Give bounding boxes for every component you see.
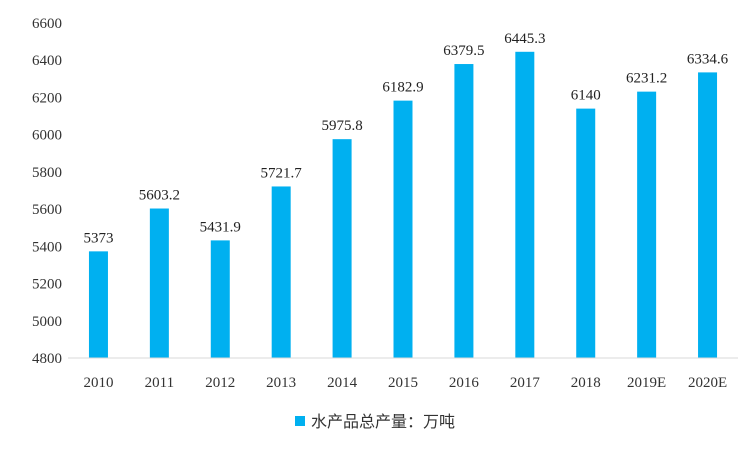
x-tick-label: 2016 [449,375,480,391]
data-label: 6140 [571,88,601,104]
bar-2019E [637,91,657,358]
x-tick-label: 2020E [688,375,727,391]
bar-2012 [210,240,230,358]
x-tick-label: 2014 [327,375,358,391]
x-tick-label: 2018 [571,375,601,391]
bar-2018 [576,108,596,358]
data-label: 6445.3 [504,31,545,47]
data-label: 5975.8 [321,118,362,134]
x-tick-label: 2019E [627,375,666,391]
bar-2014 [332,139,352,358]
bar-2013 [271,186,291,358]
y-tick-label: 5000 [32,314,62,330]
y-tick-label: 5400 [32,239,62,255]
legend-label: 水产品总产量：万吨 [310,412,455,431]
y-tick-label: 5200 [32,277,62,293]
y-tick-label: 6600 [32,16,62,32]
y-tick-label: 6400 [32,53,62,69]
bar-2010 [88,251,108,358]
y-tick-label: 6200 [32,90,62,106]
y-tick-label: 5600 [32,202,62,218]
x-tick-label: 2011 [145,375,174,391]
bar-2020E [698,72,718,358]
x-tick-label: 2017 [510,375,541,391]
bar-2015 [393,100,413,358]
x-tick-label: 2010 [83,375,113,391]
legend-swatch [294,415,305,426]
bar-2016 [454,64,474,358]
bars-group [88,51,718,359]
y-tick-label: 4800 [32,351,62,367]
x-axis: 2010 2011 2012 2013 2014 2015 2016 2017 2018 2019… [68,357,738,391]
data-label: 5721.7 [261,165,303,181]
y-axis: 4800 5000 5200 5400 5600 5800 6000 6200 6400 6600 [32,16,62,367]
y-tick-label: 5800 [32,165,62,181]
y-tick-label: 6000 [32,128,62,144]
data-label: 5373 [83,230,113,246]
data-label: 5603.2 [139,188,180,204]
bar-chart: 4800 5000 5200 5400 5600 5800 6000 6200 6400 6600… [32,16,738,391]
data-label: 6379.5 [443,43,484,59]
bar-2011 [149,208,169,358]
data-label: 6334.6 [687,51,729,67]
data-label: 6182.9 [382,80,423,96]
x-tick-label: 2012 [205,375,235,391]
legend: 水产品总产量：万吨 [0,408,750,432]
bar-2017 [515,51,535,359]
data-labels-group: 5373 5603.2 5431.9 5721.7 5975.8 6182.9 6379.5… [83,31,728,247]
x-tick-label: 2013 [266,375,296,391]
data-label: 5431.9 [200,219,241,235]
data-label: 6231.2 [626,71,667,87]
x-tick-label: 2015 [388,375,418,391]
